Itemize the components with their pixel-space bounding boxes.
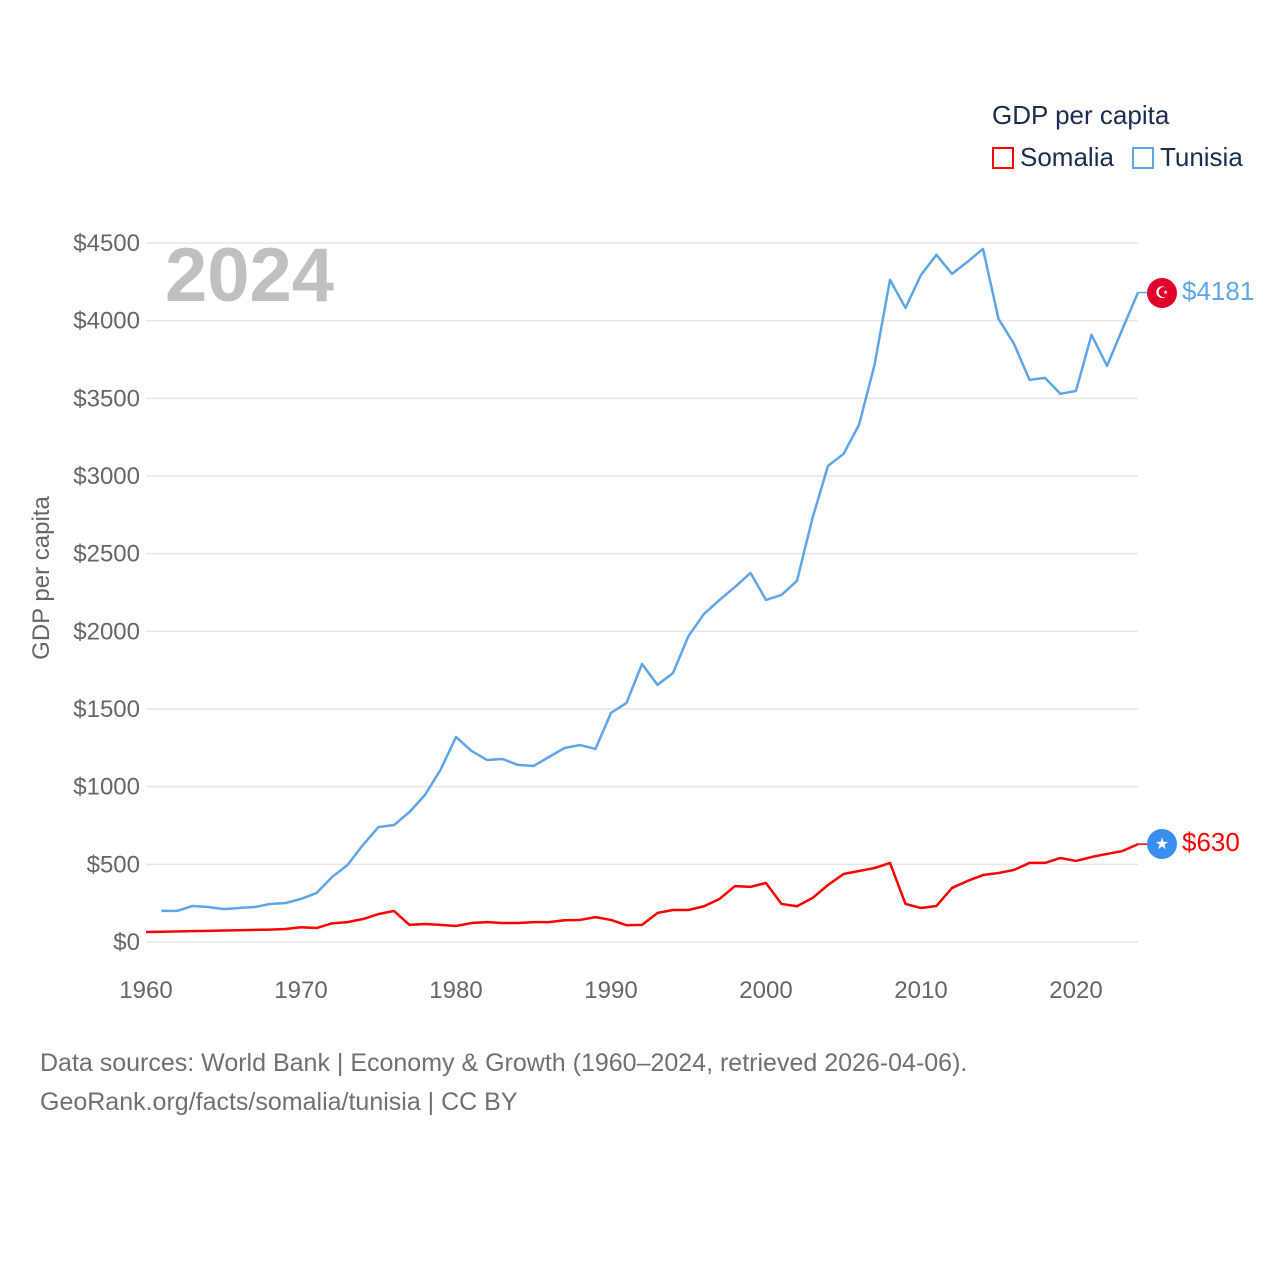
y-tick-label: $4000 [73, 308, 140, 335]
footer-attribution: GeoRank.org/facts/somalia/tunisia | CC B… [40, 1088, 518, 1116]
y-tick-label: $3000 [73, 463, 140, 490]
legend-label-tunisia: Tunisia [1159, 142, 1243, 172]
somalia-flag-icon: ★ [1147, 829, 1177, 860]
x-tick-label: 2010 [894, 977, 947, 1004]
y-tick-label: $0 [113, 929, 140, 956]
series-line-tunisia [161, 247, 1140, 913]
y-tick-label: $3500 [73, 385, 140, 412]
legend-title: GDP per capita [992, 100, 1170, 130]
legend: Somalia Tunisia [992, 142, 1261, 173]
y-tick-label: $1500 [73, 696, 140, 723]
y-tick-label: $2500 [73, 541, 140, 568]
x-tick-label: 1990 [584, 977, 637, 1004]
footer-sources: Data sources: World Bank | Economy & Gro… [40, 1049, 968, 1077]
x-tick-label: 1970 [274, 977, 327, 1004]
footer: Data sources: World Bank | Economy & Gro… [40, 1044, 967, 1122]
y-tick-label: $500 [87, 851, 140, 878]
y-axis-label: GDP per capita [28, 496, 55, 660]
x-tick-label: 1980 [429, 977, 482, 1004]
legend-label-somalia: Somalia [1020, 142, 1114, 172]
x-tick-label: 2000 [739, 977, 792, 1004]
y-tick-label: $1000 [73, 774, 140, 801]
y-tick-label: $2000 [73, 618, 140, 645]
x-tick-label: 1960 [119, 977, 172, 1004]
legend-item-tunisia[interactable]: Tunisia [1131, 142, 1243, 173]
somalia-end-label: $630 [1182, 827, 1240, 858]
year-label: 2024 [165, 233, 335, 318]
legend-swatch-tunisia [1131, 146, 1154, 169]
series-line-somalia [145, 842, 1139, 934]
tunisia-flag-icon: ☪ [1147, 277, 1177, 308]
legend-swatch-somalia [992, 146, 1014, 169]
x-tick-label: 2020 [1049, 977, 1102, 1004]
tunisia-end-label: $4181 [1182, 275, 1255, 306]
legend-item-somalia[interactable]: Somalia [992, 142, 1114, 173]
y-tick-label: $4500 [73, 230, 140, 257]
